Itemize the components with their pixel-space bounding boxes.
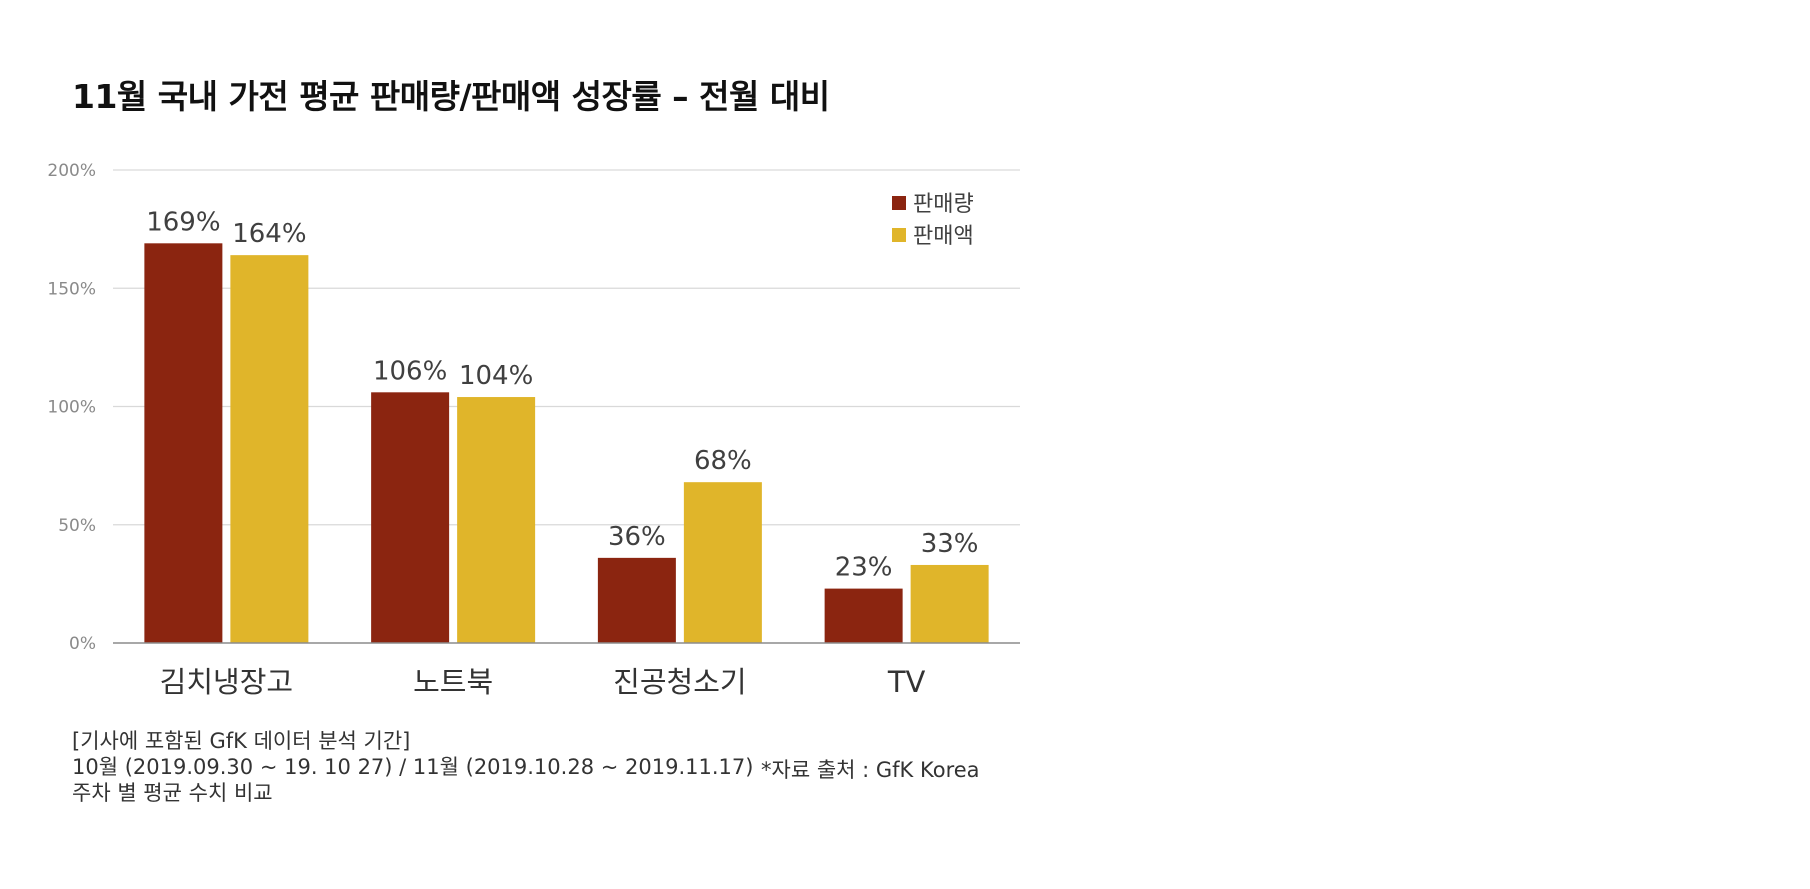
bar [597,557,676,643]
data-label: 33% [921,529,979,559]
legend-swatch [892,228,906,242]
x-tick-label: 노트북 [413,665,493,699]
notes-line-1: [기사에 포함된 GfK 데이터 분석 기간] [72,729,411,753]
y-tick-label: 50% [58,516,96,536]
data-label: 164% [232,219,306,249]
chart-title: 11월 국내 가전 평균 판매량/판매액 성장률 – 전월 대비 [72,77,830,116]
y-tick-label: 100% [47,398,96,418]
bar [457,397,536,643]
notes-line-3: 주차 별 평균 수치 비교 [72,781,273,805]
bar [824,588,903,643]
legend-swatch [892,196,906,210]
source-note: *자료 출처 : GfK Korea [761,758,980,782]
legend-label: 판매액 [913,224,974,249]
data-label: 36% [608,522,666,552]
y-tick-label: 0% [69,634,96,654]
data-label: 104% [459,361,533,391]
y-tick-label: 200% [47,161,96,181]
data-label: 23% [835,553,893,583]
bar [683,482,762,643]
notes-line-2: 10월 (2019.09.30 ~ 19. 10 27) / 11월 (2019… [72,755,754,779]
y-tick-label: 150% [47,279,96,299]
data-label: 169% [146,207,220,237]
bar [144,243,223,643]
legend-label: 판매량 [913,192,974,217]
x-tick-label: 김치냉장고 [160,665,293,699]
data-label: 68% [694,446,752,476]
bar [230,255,309,643]
bar [910,564,989,643]
x-tick-label: TV [887,665,926,699]
analysis-period-notes: [기사에 포함된 GfK 데이터 분석 기간] 10월 (2019.09.30 … [72,728,753,806]
x-tick-label: 진공청소기 [613,665,746,699]
bar [371,392,450,643]
data-label: 106% [373,356,447,386]
